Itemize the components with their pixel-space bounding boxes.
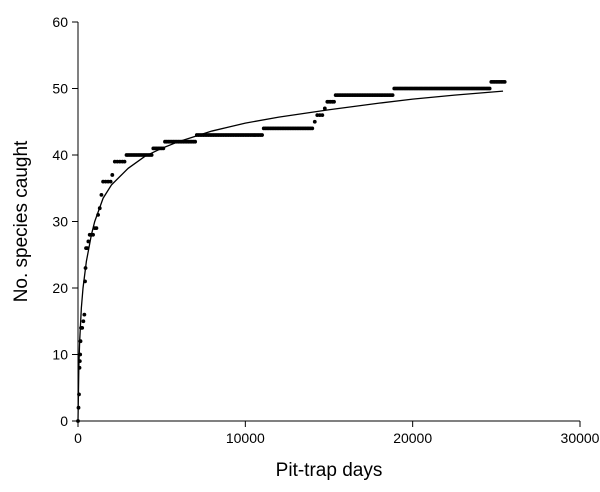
y-tick-label: 60 (52, 14, 68, 30)
data-point (108, 179, 113, 184)
data-point (97, 206, 102, 211)
x-axis-title: Pit-trap days (276, 460, 383, 481)
data-point (122, 159, 127, 164)
data-point (260, 133, 264, 137)
data-point (487, 86, 492, 91)
data-point (76, 419, 80, 423)
data-point (193, 139, 198, 144)
data-point (83, 266, 88, 270)
ticks: 0 10 20 30 40 50 60 0 10000 20000 30000 (52, 14, 599, 446)
data-point (322, 106, 327, 111)
data-point (390, 93, 395, 98)
data-point (78, 339, 83, 344)
data-point (82, 312, 87, 317)
y-tick-label: 0 (60, 413, 68, 429)
fitted-curve (77, 90, 504, 422)
y-tick-label: 30 (52, 214, 68, 230)
y-tick-label: 50 (52, 81, 68, 97)
data-points (76, 79, 507, 423)
x-tick-label: 10000 (226, 430, 265, 446)
data-point (78, 352, 83, 357)
data-point (77, 359, 82, 364)
data-point (99, 193, 104, 197)
data-point (502, 79, 507, 84)
x-tick-label: 0 (74, 430, 82, 446)
data-point (110, 173, 115, 177)
y-tick-label: 10 (52, 347, 68, 363)
y-axis-title: No. species caught (11, 140, 32, 302)
data-point (332, 99, 336, 104)
x-tick-label: 30000 (561, 430, 600, 446)
data-point (76, 405, 81, 410)
data-point (81, 319, 86, 324)
data-point (312, 119, 317, 124)
data-point (161, 146, 166, 151)
data-point (77, 392, 81, 397)
data-point (85, 246, 90, 251)
data-point (86, 239, 91, 244)
data-point (77, 365, 82, 370)
data-point (91, 232, 95, 237)
y-tick-label: 20 (52, 280, 68, 296)
data-point (80, 326, 85, 330)
x-tick-label: 20000 (393, 430, 432, 446)
fitted-curve-group (77, 90, 504, 422)
data-point (310, 126, 315, 131)
y-tick-label: 40 (52, 147, 68, 163)
data-point (149, 153, 154, 157)
data-point (96, 212, 100, 217)
data-point (83, 279, 87, 284)
data-point (320, 113, 325, 117)
data-point (94, 226, 99, 231)
